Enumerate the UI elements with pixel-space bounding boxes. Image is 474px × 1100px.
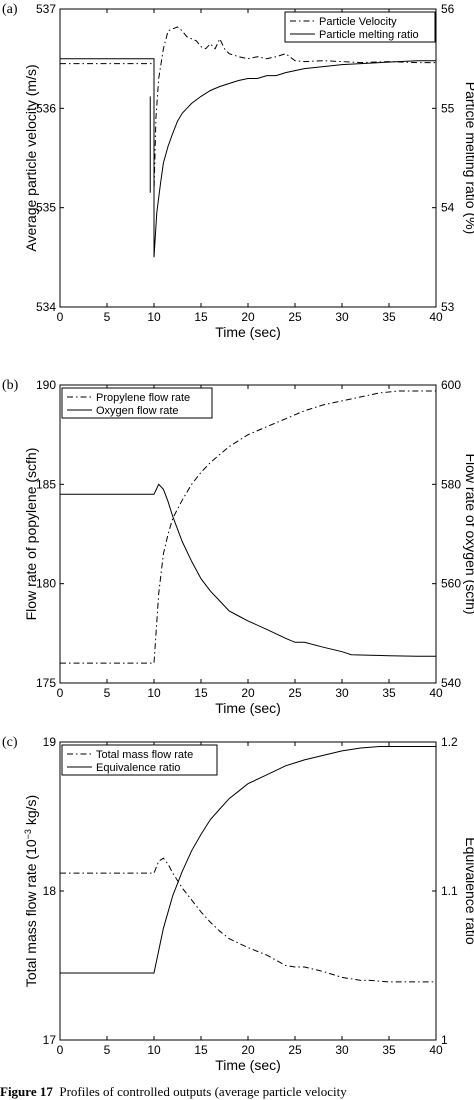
legend-entry-2: Oxygen flow rate — [96, 405, 179, 417]
y-right-tick-label: 54 — [441, 201, 455, 215]
y-right-axis-title: Equivalence ratio — [463, 837, 474, 945]
y-right-tick-label: 540 — [441, 676, 461, 690]
y-left-axis-title-exponent: −3 — [23, 829, 33, 839]
x-axis-title: Time (sec) — [215, 700, 281, 716]
y-right-axis-title: Flow rate of oxygen (scfh) — [463, 453, 474, 614]
x-tick-label: 20 — [241, 1043, 255, 1057]
chart-panel-1: (a) 0 5 10 15 20 25 30 35 40 534 535 536 537 53 54 55 56 T… — [2, 2, 474, 340]
x-tick-label: 25 — [288, 310, 302, 324]
y-right-tick-label: 53 — [441, 300, 455, 314]
legend-box — [61, 744, 218, 776]
y-left-axis-title: Flow rate of popylene (scfh) — [23, 448, 39, 621]
x-tick-label: 5 — [104, 1043, 111, 1057]
caption-label: Figure 17 — [0, 1084, 53, 1099]
plot-frame — [59, 741, 437, 1041]
y-left-axis-title-part: Total mass flow rate (10 — [23, 839, 39, 987]
x-tick-label: 20 — [241, 686, 255, 700]
panel-label: (a) — [2, 2, 18, 17]
y-left-axis-title: Total mass flow rate (10−3 kg/s) — [23, 795, 39, 987]
x-tick-label: 0 — [57, 1043, 64, 1057]
y-left-tick-label: 190 — [36, 378, 56, 392]
x-tick-label: 35 — [382, 310, 396, 324]
x-axis-title: Time (sec) — [215, 324, 281, 340]
x-tick-label: 25 — [288, 686, 302, 700]
chart-panel-2: (b) 0 5 10 15 20 25 30 35 40 175 180 185 190 540 560 580… — [2, 378, 474, 716]
y-left-tick-label: 185 — [36, 477, 56, 491]
y-right-tick-label: 56 — [441, 2, 455, 16]
y-right-tick-label: 1 — [441, 1033, 448, 1047]
y-left-tick-label: 535 — [36, 201, 56, 215]
legend-entry-2: Particle melting ratio — [319, 29, 419, 41]
y-right-tick-label: 55 — [441, 101, 455, 115]
legend-entry-1: Propylene flow rate — [96, 392, 190, 404]
y-left-tick-label: 534 — [36, 300, 56, 314]
legend-entry-1: Particle Velocity — [319, 16, 397, 28]
panel-label: (c) — [2, 735, 18, 750]
x-tick-label: 15 — [194, 1043, 208, 1057]
x-tick-label: 5 — [104, 686, 111, 700]
y-left-tick-label: 175 — [36, 676, 56, 690]
x-tick-label: 5 — [104, 310, 111, 324]
series-line-1 — [60, 857, 436, 983]
panel-label: (b) — [2, 378, 19, 393]
y-left-tick-label: 180 — [36, 577, 56, 591]
plot-frame — [59, 8, 437, 308]
series-line-2 — [60, 746, 436, 974]
figure-caption: Figure 17 Profiles of controlled outputs… — [0, 1084, 474, 1100]
caption-text: Profiles of controlled outputs (average … — [59, 1084, 347, 1099]
legend-box — [284, 11, 436, 43]
x-tick-label: 30 — [335, 1043, 349, 1057]
x-tick-label: 40 — [429, 1043, 443, 1057]
x-tick-label: 0 — [57, 310, 64, 324]
series-line-1 — [60, 390, 436, 664]
y-right-tick-label: 1.1 — [441, 884, 458, 898]
x-tick-label: 25 — [288, 1043, 302, 1057]
series-line-2 — [60, 58, 436, 258]
y-left-axis-title-unit: kg/s) — [23, 795, 39, 829]
legend-box — [61, 387, 213, 419]
y-right-tick-label: 1.2 — [441, 735, 458, 749]
y-left-tick-label: 537 — [36, 2, 56, 16]
y-right-axis-title: Particle melting ratio (%) — [463, 82, 474, 235]
y-left-tick-label: 17 — [43, 1033, 57, 1047]
x-tick-label: 10 — [147, 1043, 161, 1057]
y-left-tick-label: 18 — [43, 884, 57, 898]
y-right-tick-label: 600 — [441, 378, 461, 392]
plot-frame — [59, 384, 437, 684]
series-line-1 — [60, 26, 436, 193]
x-tick-label: 0 — [57, 686, 64, 700]
series-line-2 — [60, 483, 436, 657]
x-tick-label: 30 — [335, 310, 349, 324]
x-tick-label: 15 — [194, 310, 208, 324]
x-tick-label: 35 — [382, 1043, 396, 1057]
chart-panel-3: (c) 0 5 10 15 20 25 30 35 40 17 18 19 1 1.1 1.2 Time (se… — [2, 735, 474, 1073]
y-right-tick-label: 580 — [441, 477, 461, 491]
x-tick-label: 10 — [147, 686, 161, 700]
x-tick-label: 35 — [382, 686, 396, 700]
x-tick-label: 40 — [429, 686, 443, 700]
y-left-axis-title: Average particle velocity (m/s) — [23, 64, 39, 251]
x-tick-label: 10 — [147, 310, 161, 324]
legend-entry-2: Equivalence ratio — [96, 762, 180, 774]
y-left-tick-label: 536 — [36, 101, 56, 115]
x-tick-label: 20 — [241, 310, 255, 324]
x-tick-label: 30 — [335, 686, 349, 700]
y-right-tick-label: 560 — [441, 577, 461, 591]
legend-entry-1: Total mass flow rate — [96, 749, 193, 761]
x-axis-title: Time (sec) — [215, 1057, 281, 1073]
y-left-tick-label: 19 — [43, 735, 57, 749]
x-tick-label: 15 — [194, 686, 208, 700]
x-tick-label: 40 — [429, 310, 443, 324]
